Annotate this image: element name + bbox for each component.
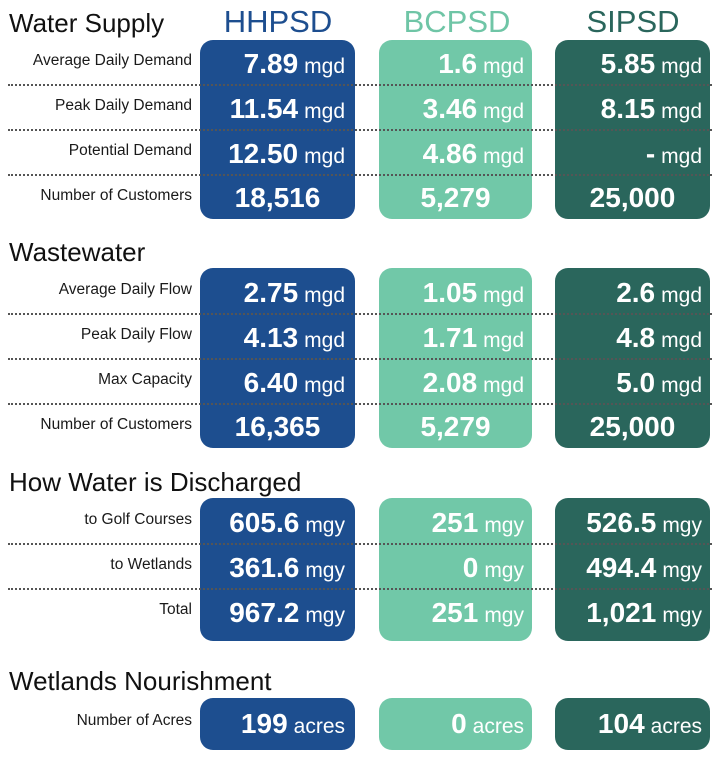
value-cell: 5,279 (420, 411, 491, 442)
section-title-discharge: How Water is Discharged (9, 467, 302, 497)
value-cell: 251 mgy (431, 597, 524, 628)
section-title-water-supply: Water Supply (9, 8, 165, 38)
value-cell: 5,279 (420, 182, 491, 213)
row-divider (8, 403, 712, 405)
row-label-to-wetlands: to Wetlands (110, 556, 192, 573)
value-cell: 605.6 mgy (229, 507, 345, 538)
row-divider (8, 543, 712, 545)
row-label-number-of-customers: Number of Customers (40, 187, 192, 204)
row-label-total: Total (159, 601, 192, 618)
value-cell: 6.40 mgd (243, 367, 345, 398)
column-header-hhpsd: HHPSD (223, 4, 333, 39)
row-label-max-capacity: Max Capacity (98, 371, 192, 388)
value-cell: - mgd (645, 138, 702, 169)
section-title-wetlands: Wetlands Nourishment (9, 666, 272, 696)
row-divider (8, 358, 712, 360)
value-cell: 251 mgy (431, 507, 524, 538)
value-cell: 1.71 mgd (422, 322, 524, 353)
value-cell: 104 acres (597, 708, 702, 739)
row-label-potential-demand: Potential Demand (68, 142, 192, 159)
value-cell: 1.6 mgd (438, 48, 524, 79)
value-cell: 967.2 mgy (229, 597, 345, 628)
section-title-wastewater: Wastewater (9, 237, 146, 267)
value-cell: 361.6 mgy (229, 552, 345, 583)
sipsd-discharge-box (555, 498, 710, 641)
value-cell: 18,516 (234, 182, 321, 213)
value-cell: 25,000 (589, 182, 676, 213)
value-cell: 526.5 mgy (586, 507, 702, 538)
column-header-bcpsd: BCPSD (403, 4, 511, 39)
value-cell: 2.6 mgd (616, 277, 702, 308)
row-divider (8, 588, 712, 590)
row-label-peak-daily-demand: Peak Daily Demand (55, 97, 192, 114)
bcpsd-wetlands-box (379, 698, 532, 750)
value-cell: 0 acres (451, 708, 524, 739)
bcpsd-discharge-box (379, 498, 532, 641)
value-cell: 12.50 mgd (228, 138, 345, 169)
row-divider (8, 84, 712, 86)
column-header-sipsd: SIPSD (586, 4, 680, 39)
row-divider (8, 129, 712, 131)
value-cell: 494.4 mgy (586, 552, 702, 583)
value-cell: 3.46 mgd (422, 93, 524, 124)
value-cell: 0 mgy (462, 552, 524, 583)
row-label-to-golf-courses: to Golf Courses (84, 511, 192, 528)
value-cell: 1,021 mgy (586, 597, 702, 628)
value-cell: 1.05 mgd (422, 277, 524, 308)
value-cell: 4.86 mgd (422, 138, 524, 169)
value-cell: 4.8 mgd (616, 322, 702, 353)
value-cell: 2.08 mgd (422, 367, 524, 398)
row-label-number-of-acres: Number of Acres (76, 712, 192, 729)
value-cell: 8.15 mgd (600, 93, 702, 124)
value-cell: 7.89 mgd (243, 48, 345, 79)
value-cell: 2.75 mgd (243, 277, 345, 308)
value-cell: 25,000 (589, 411, 676, 442)
value-cell: 5.0 mgd (616, 367, 702, 398)
value-cell: 4.13 mgd (243, 322, 345, 353)
value-cell: 5.85 mgd (600, 48, 702, 79)
value-cell: 11.54 mgd (229, 93, 345, 124)
value-cell: 16,365 (234, 411, 321, 442)
value-cell: 199 acres (240, 708, 345, 739)
row-divider (8, 313, 712, 315)
hhpsd-discharge-box (200, 498, 355, 641)
sipsd-wetlands-box (555, 698, 710, 750)
row-label-average-daily-flow: Average Daily Flow (58, 281, 192, 298)
hhpsd-wetlands-box (200, 698, 355, 750)
row-label-peak-daily-flow: Peak Daily Flow (80, 326, 192, 343)
row-label-number-of-customers: Number of Customers (40, 416, 192, 433)
row-label-average-daily-demand: Average Daily Demand (32, 52, 192, 69)
row-divider (8, 174, 712, 176)
